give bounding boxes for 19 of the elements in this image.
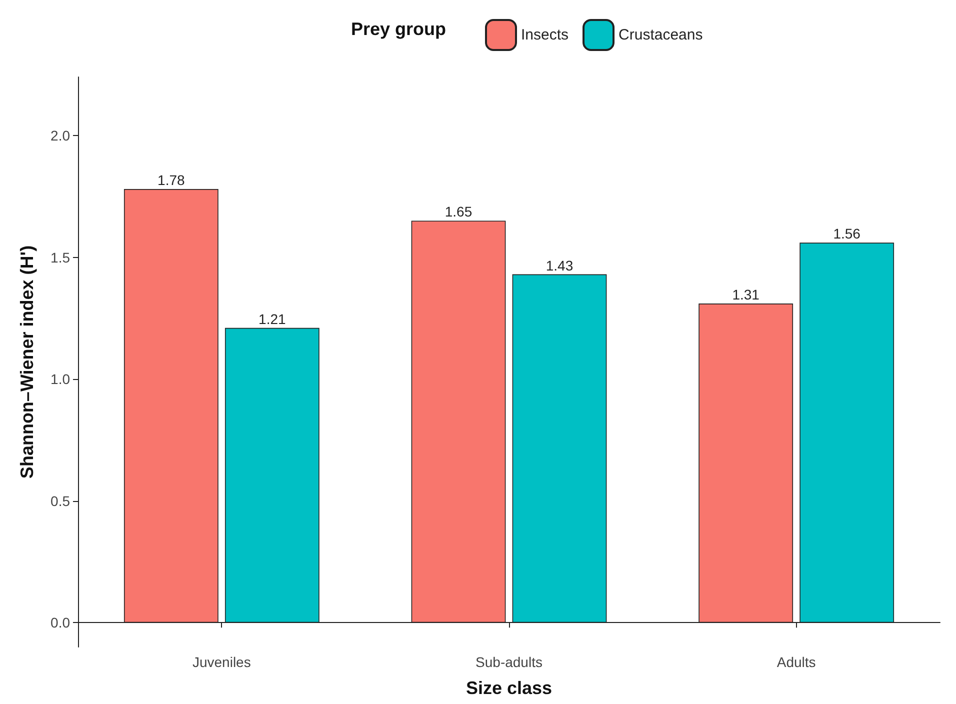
data-label: 1.56 bbox=[833, 226, 861, 242]
data-label: 1.31 bbox=[732, 286, 760, 303]
x-axis-title: Size class bbox=[466, 678, 552, 698]
y-tick-label: 2.0 bbox=[50, 127, 70, 144]
legend-title: Prey group bbox=[350, 19, 446, 39]
y-tick-label: 1.0 bbox=[50, 371, 70, 388]
data-label: 1.43 bbox=[546, 257, 574, 274]
x-tick-label: Sub-adults bbox=[476, 654, 542, 670]
data-label: 1.65 bbox=[444, 204, 472, 220]
y-tick-label: 1.5 bbox=[50, 249, 70, 266]
x-tick-label: Adults bbox=[776, 654, 816, 670]
legend-label: Insects bbox=[521, 26, 569, 44]
data-label: 1.21 bbox=[258, 310, 286, 327]
y-axis-title: Shannon–Wiener index (H') bbox=[17, 245, 37, 479]
y-tick-label: 0.0 bbox=[50, 614, 70, 631]
y-tick-label: 0.5 bbox=[50, 492, 70, 509]
legend-label: Crustaceans bbox=[618, 26, 703, 44]
x-tick-label: Juveniles bbox=[192, 654, 251, 670]
data-label: 1.78 bbox=[158, 172, 186, 188]
